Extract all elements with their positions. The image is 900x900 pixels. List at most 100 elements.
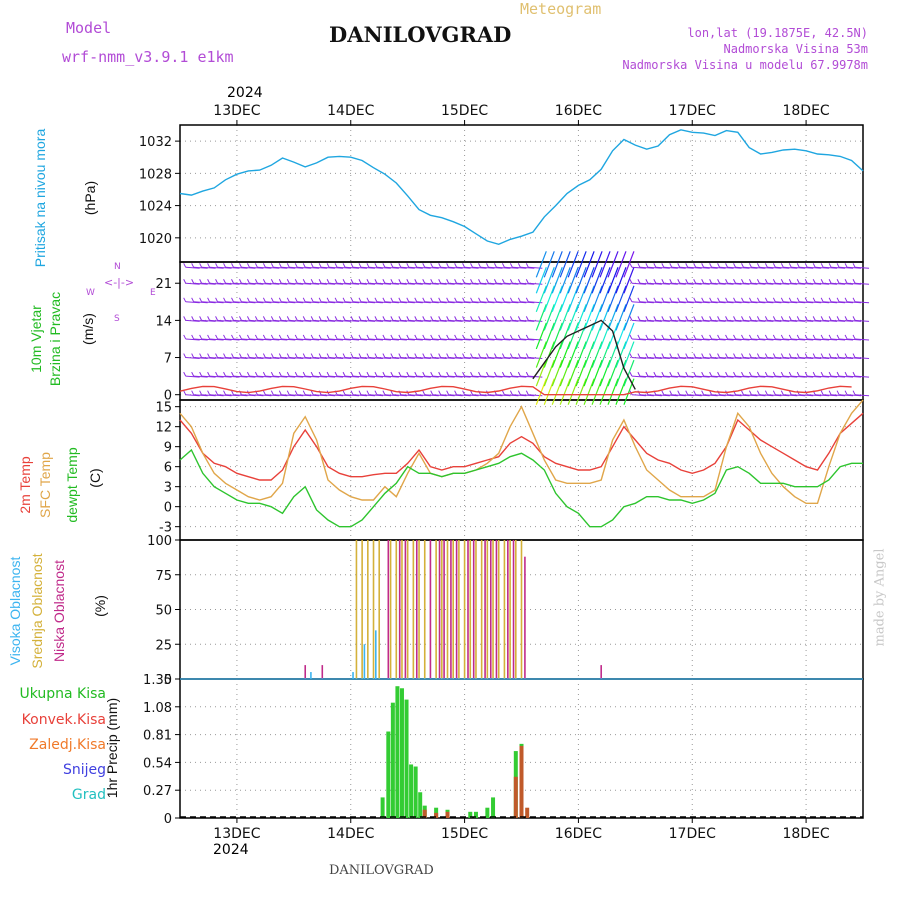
wind-barb xyxy=(257,319,272,322)
wind-barb-tick xyxy=(478,316,481,321)
wind-barb xyxy=(305,266,320,269)
wind-barb-tick xyxy=(223,390,226,395)
wind-barb xyxy=(201,375,216,378)
wind-barb xyxy=(345,319,360,322)
wind-barb xyxy=(448,319,463,322)
wind-barb xyxy=(743,338,758,341)
wind-barb xyxy=(671,394,686,397)
wind-barb xyxy=(408,394,423,397)
wind-barb-tick xyxy=(717,279,721,284)
wind-barb xyxy=(289,266,304,269)
wind-barb xyxy=(440,357,455,360)
wind-barb xyxy=(719,338,734,341)
wind-barb-tick xyxy=(254,353,258,358)
wind-barb xyxy=(583,341,595,368)
wind-barb-tick xyxy=(693,371,697,377)
wind-barb xyxy=(807,338,822,341)
wind-barb-tick xyxy=(828,263,832,268)
wind-barb-tick xyxy=(478,334,481,340)
wind-barb xyxy=(759,319,774,322)
wind-barb xyxy=(281,394,296,397)
wind-barb xyxy=(345,282,360,285)
wind-barb-tick xyxy=(780,297,784,303)
wind-barb-tick xyxy=(717,353,721,358)
total-rain-bar xyxy=(386,731,391,818)
wind-barb xyxy=(767,282,782,285)
wind-barb xyxy=(456,394,471,397)
wind-barb xyxy=(559,378,571,405)
wind-barb xyxy=(687,375,702,378)
wind-barb xyxy=(631,319,646,322)
day-label-bottom: 18DEC xyxy=(782,826,829,842)
wind-barb xyxy=(567,304,579,331)
wind-barb-tick xyxy=(262,263,266,268)
wind-barb xyxy=(392,301,407,304)
wind-barb-tick xyxy=(231,316,234,321)
wind-barb xyxy=(512,357,527,360)
wind-barb xyxy=(432,394,447,397)
wind-barb xyxy=(607,267,619,294)
wind-barb xyxy=(559,267,571,294)
wind-barb xyxy=(607,322,619,350)
wind-barb xyxy=(567,251,579,278)
wind-barb xyxy=(854,319,870,322)
wind-barb xyxy=(783,375,798,378)
wind-barb-tick xyxy=(223,353,226,358)
wind-barb xyxy=(265,319,280,322)
wind-barb xyxy=(504,394,519,397)
wind-barb-tick xyxy=(709,263,713,268)
wind-barb xyxy=(615,251,627,278)
wind-barb-tick xyxy=(852,390,856,395)
wind-barb xyxy=(456,266,471,269)
wind-barb xyxy=(464,375,479,378)
wind-barb-tick xyxy=(382,353,386,358)
wind-barb xyxy=(432,375,447,378)
wind-barb-tick xyxy=(525,263,529,268)
wind-barb xyxy=(233,394,248,397)
wind-barb xyxy=(265,357,280,360)
wind-barb-tick xyxy=(525,297,529,303)
wind-barb-tick xyxy=(215,371,219,377)
wind-barb xyxy=(448,282,463,285)
wind-barb xyxy=(448,357,463,360)
wind-barb-tick xyxy=(693,263,697,268)
wind-barb xyxy=(488,319,503,322)
wind-barb xyxy=(679,338,694,341)
wind-barb-tick xyxy=(422,371,426,377)
wind-barb xyxy=(440,375,455,378)
wind-barb-tick xyxy=(414,297,418,303)
ytick-label-cloud: 100 xyxy=(147,534,172,549)
wind-barb-tick xyxy=(509,353,513,358)
wind-barb-tick xyxy=(748,297,752,303)
wind-barb xyxy=(472,338,487,341)
wind-barb-tick xyxy=(709,297,713,303)
wind-barb xyxy=(839,338,854,341)
wind-barb-tick xyxy=(350,297,354,303)
wind-barb xyxy=(583,251,595,278)
wind-barb-tick xyxy=(677,371,681,377)
wind-barb-tick xyxy=(709,334,713,340)
wind-barb-tick xyxy=(366,297,370,303)
wind-barb xyxy=(831,338,846,341)
wind-barb-tick xyxy=(828,371,832,377)
wind-barb-tick xyxy=(844,371,848,377)
wind-barb-tick xyxy=(342,390,346,395)
wind-barb-tick xyxy=(207,353,211,358)
wind-barb-tick xyxy=(191,353,195,358)
wind-barb xyxy=(257,338,272,341)
wind-barb xyxy=(376,266,391,269)
wind-barb-tick xyxy=(796,279,800,284)
wind-barb-tick xyxy=(278,297,282,303)
wind-barb xyxy=(767,375,782,378)
wind-barb xyxy=(185,375,200,378)
wind-barb-tick xyxy=(470,316,473,321)
wind-barb-tick xyxy=(780,263,784,268)
wind-barb xyxy=(488,338,503,341)
wind-barb-tick xyxy=(350,353,354,358)
wind-barb-tick xyxy=(207,297,211,303)
wind-barb-tick xyxy=(701,390,705,395)
day-label-bottom: 16DEC xyxy=(555,826,602,842)
wind-barb xyxy=(663,375,678,378)
total-rain-bar xyxy=(434,807,439,818)
wind-barb xyxy=(329,357,344,360)
